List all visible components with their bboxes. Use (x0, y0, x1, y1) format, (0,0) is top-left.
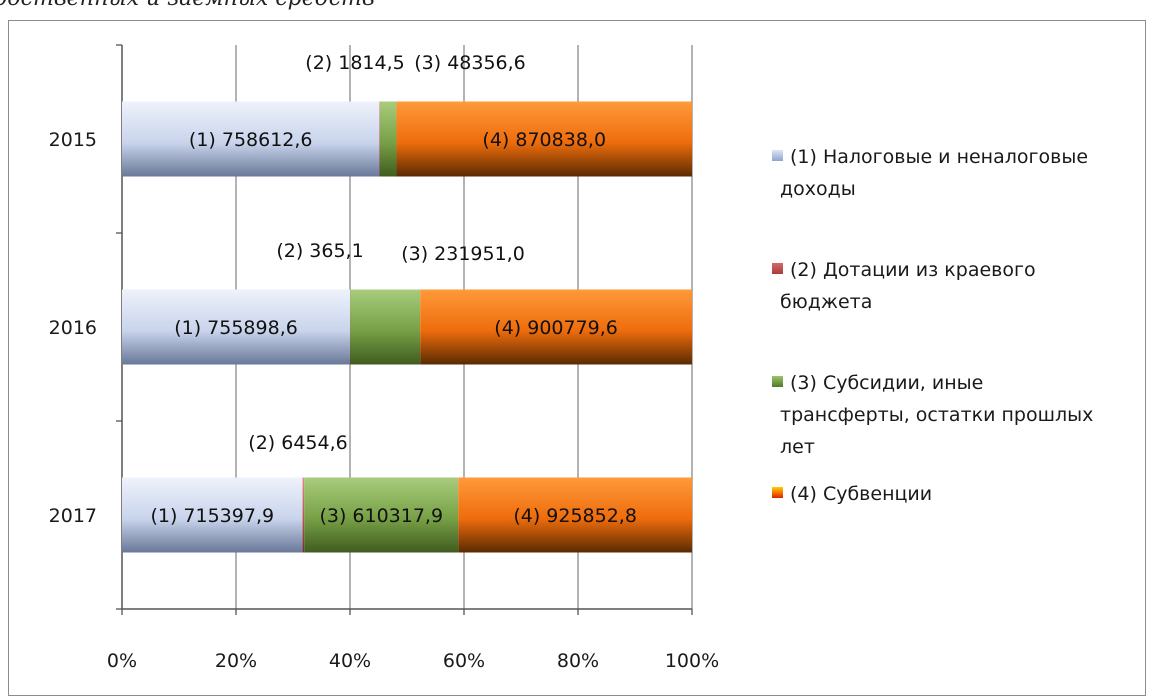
legend-label: трансферты, остатки прошлых (780, 404, 1093, 426)
x-tick-label: 0% (107, 650, 137, 672)
legend-label: бюджета (780, 291, 872, 313)
bar-segment (350, 289, 421, 365)
data-label: (3) 231951,0 (401, 243, 525, 265)
category-label: 2017 (49, 505, 97, 527)
top-caption: обственных и заемных средств (0, 0, 375, 11)
legend-swatch (772, 150, 783, 161)
data-label: (4) 870838,0 (482, 129, 606, 151)
x-tick-label: 80% (557, 650, 599, 672)
bar-segment (458, 477, 692, 553)
data-label: (1) 758612,6 (189, 129, 313, 151)
category-label: 2016 (49, 317, 97, 339)
bar-segment (304, 477, 459, 553)
legend-label: лет (780, 436, 815, 458)
bar-segment (122, 477, 303, 553)
data-label: (4) 900779,6 (494, 317, 618, 339)
data-labels: (1) 758612,6 (2) 1814,5 (3) 48356,6 (4) 870… (150, 52, 636, 527)
bar-segment (122, 289, 351, 365)
category-label: 2015 (49, 129, 97, 151)
data-label: (2) 1814,5 (305, 52, 404, 74)
legend-swatch (772, 263, 783, 274)
bar-segment (122, 101, 380, 177)
legend: (1) Налоговые и неналоговые доходы (2) Дот… (772, 146, 1093, 505)
data-label: (3) 610317,9 (319, 505, 443, 527)
x-tick-label: 20% (215, 650, 257, 672)
bar-segment (302, 477, 305, 553)
bars (122, 101, 692, 553)
data-label: (1) 755898,6 (174, 317, 298, 339)
data-label: (2) 365,1 (276, 240, 363, 262)
data-label: (1) 715397,9 (150, 505, 274, 527)
legend-label: (2) Дотации из краевого (790, 259, 1036, 281)
legend-swatch (772, 376, 783, 387)
bar-segment (380, 101, 397, 177)
x-tick-label: 100% (665, 650, 719, 672)
legend-label: (3) Субсидии, иные (790, 372, 983, 394)
x-tick-label: 40% (329, 650, 371, 672)
legend-swatch (772, 487, 783, 498)
legend-label: (1) Налоговые и неналоговые (790, 146, 1088, 168)
x-tick-label: 60% (443, 650, 485, 672)
data-label: (2) 6454,6 (248, 432, 347, 454)
bar-segment (379, 101, 381, 177)
bar-segment (396, 101, 692, 177)
data-label: (4) 925852,8 (513, 505, 637, 527)
bar-segment (420, 289, 692, 365)
legend-label: доходы (780, 178, 856, 200)
legend-label: (4) Субвенции (790, 483, 932, 505)
data-label: (3) 48356,6 (414, 52, 526, 74)
